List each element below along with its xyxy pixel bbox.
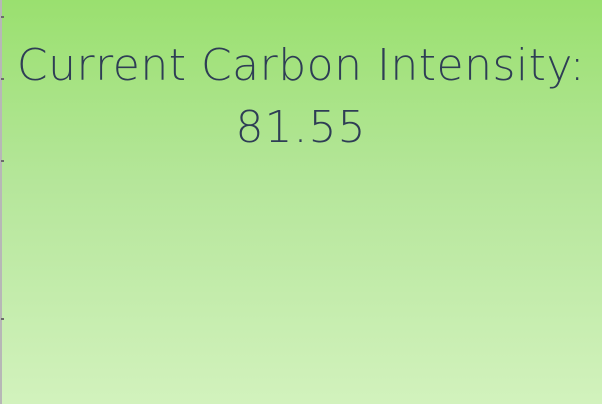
edge-mark	[1, 78, 4, 80]
edge-mark	[1, 318, 4, 320]
edge-mark	[1, 16, 4, 18]
carbon-intensity-display: Current Carbon Intensity: 81.55	[0, 44, 602, 150]
carbon-intensity-label: Current Carbon Intensity:	[16, 40, 586, 91]
window-left-edge	[0, 0, 2, 404]
carbon-intensity-value: 81.55	[235, 102, 367, 153]
edge-mark	[1, 160, 4, 162]
